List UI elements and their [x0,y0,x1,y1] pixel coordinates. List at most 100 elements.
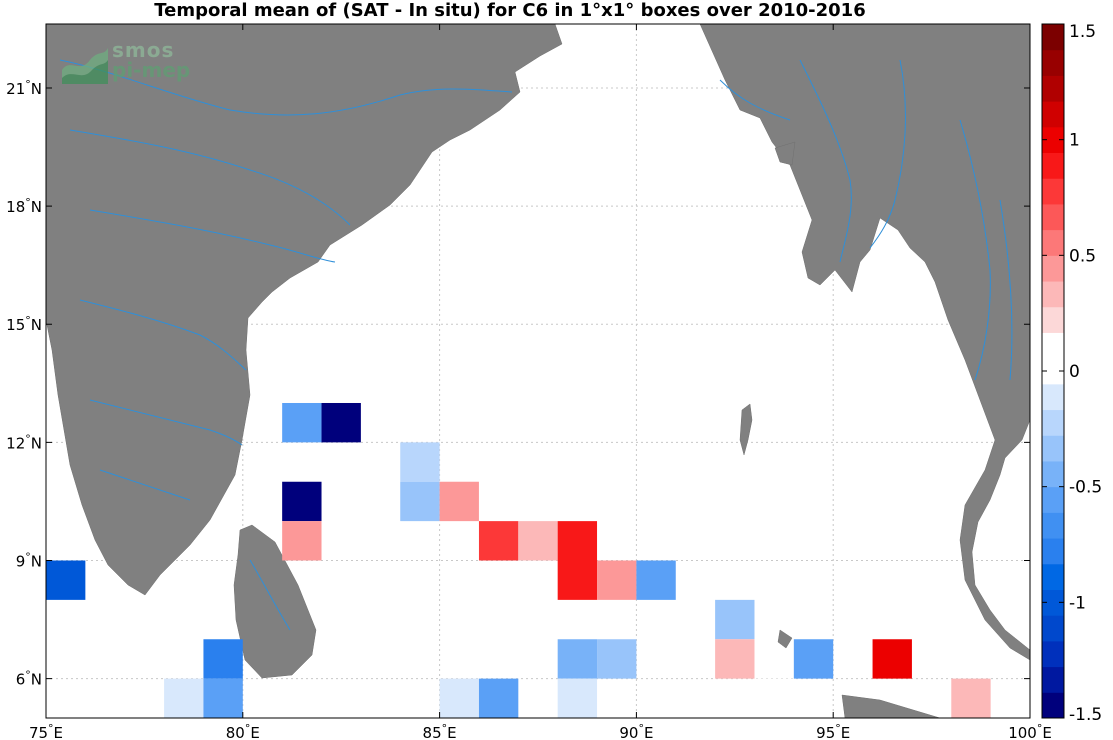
delta-island [774,141,796,166]
colorbar-segment [1042,24,1064,51]
y-tick-label: 18°N [6,196,42,216]
x-tick-label: 85°E [423,722,457,740]
colorbar-segment [1042,640,1064,668]
y-tick-label: 9°N [16,550,42,570]
colorbar-ticks: 1.5 1 0.5 0 -0.5 -1 -1.5 [1042,22,1102,725]
data-cell [203,639,243,679]
colorbar-segment [1042,615,1064,642]
colorbar-segment [1042,332,1064,359]
colorbar-tick-label: -0.5 [1069,478,1102,498]
data-cell [439,678,479,718]
colorbar-segment [1042,460,1064,488]
river [89,399,243,446]
data-cell [478,481,519,522]
data-cell [557,521,598,561]
colorbar-segment [1042,255,1064,282]
colorbar-segment [1042,178,1064,205]
data-cell [872,639,912,679]
data-cell [597,639,637,679]
river [89,209,336,263]
logo-text-pimep: pi-mep [112,58,191,82]
colorbar-segment [1042,126,1064,154]
colorbar-segment [1042,512,1064,539]
y-tick-label: 15°N [6,314,42,334]
colorbar-segment [1042,435,1064,462]
data-cell [400,481,440,522]
x-tick-label: 95°E [816,722,850,740]
colorbar-segment [1042,409,1064,436]
colorbar-segment [1042,589,1064,616]
india-landmass [45,23,563,596]
colorbar-tick-label: 0.5 [1069,246,1096,266]
y-axis: 6°N 9°N 12°N 15°N 18°N 21°N [6,78,1030,689]
land-masses [45,23,1031,719]
data-cell [203,678,243,718]
data-cell [636,560,676,600]
data-cell [439,481,479,522]
colorbar-segment [1042,229,1064,256]
colorbar-segment [1042,101,1064,128]
data-cell [793,639,834,679]
y-tick-label: 6°N [16,669,42,689]
smos-pimep-logo: smos pi-mep [60,38,200,88]
data-cell [478,521,519,561]
sat-insitu-cells [46,402,991,718]
x-tick-label: 90°E [619,722,653,740]
colorbar-segment [1042,486,1064,513]
colorbar-segment [1042,666,1064,693]
colorbar-segment [1042,75,1064,102]
data-cell [282,402,322,443]
colorbar-tick-label: -1.5 [1069,705,1102,725]
colorbar-segment [1042,538,1064,565]
andaman-island [739,403,753,456]
data-cell [46,560,86,600]
myanmar-landmass [699,23,1031,661]
river [79,299,247,371]
x-tick-label: 100°E [1008,722,1052,740]
y-tick-label: 12°N [6,432,42,452]
data-cell [282,481,322,522]
river [249,559,291,631]
colorbar-segment [1042,563,1064,590]
colorbar-tick-label: 0 [1069,362,1080,382]
data-cell [557,560,598,600]
colorbar-segment [1042,383,1064,411]
data-cell [282,521,322,561]
data-cell [597,560,637,600]
river [99,469,191,501]
river [869,59,906,249]
data-cell [715,599,755,640]
river [959,119,991,381]
data-cell [557,678,598,718]
data-cell [557,639,598,679]
x-tick-label: 80°E [226,722,260,740]
colorbar-segment [1042,49,1064,76]
river-network [59,59,1013,631]
nicobar-island [777,629,793,649]
data-cell [400,442,440,482]
logo-mark-icon [62,48,108,84]
colorbar-tick-label: -1 [1069,593,1086,613]
colorbar [1041,23,1065,719]
colorbar-segment [1042,203,1064,231]
colorbar-segment [1042,281,1064,308]
river [59,59,513,116]
x-axis: 75°E 80°E 85°E 90°E 95°E 100°E [29,24,1052,740]
river [799,59,852,263]
colorbar-tick-label: 1 [1069,131,1080,151]
river [69,129,351,226]
y-tick-label: 21°N [6,78,42,98]
river [999,199,1013,381]
data-cell [478,678,519,718]
sri-lanka-landmass [233,524,317,679]
x-tick-label: 75°E [29,722,63,740]
data-cell [951,678,991,718]
map-title: Temporal mean of (SAT - In situ) for C6 … [154,0,866,21]
data-cell [164,678,204,718]
data-cell [754,678,794,718]
colorbar-segment [1042,152,1064,179]
data-cell [715,639,755,679]
river [719,79,791,121]
data-cell [518,521,558,561]
